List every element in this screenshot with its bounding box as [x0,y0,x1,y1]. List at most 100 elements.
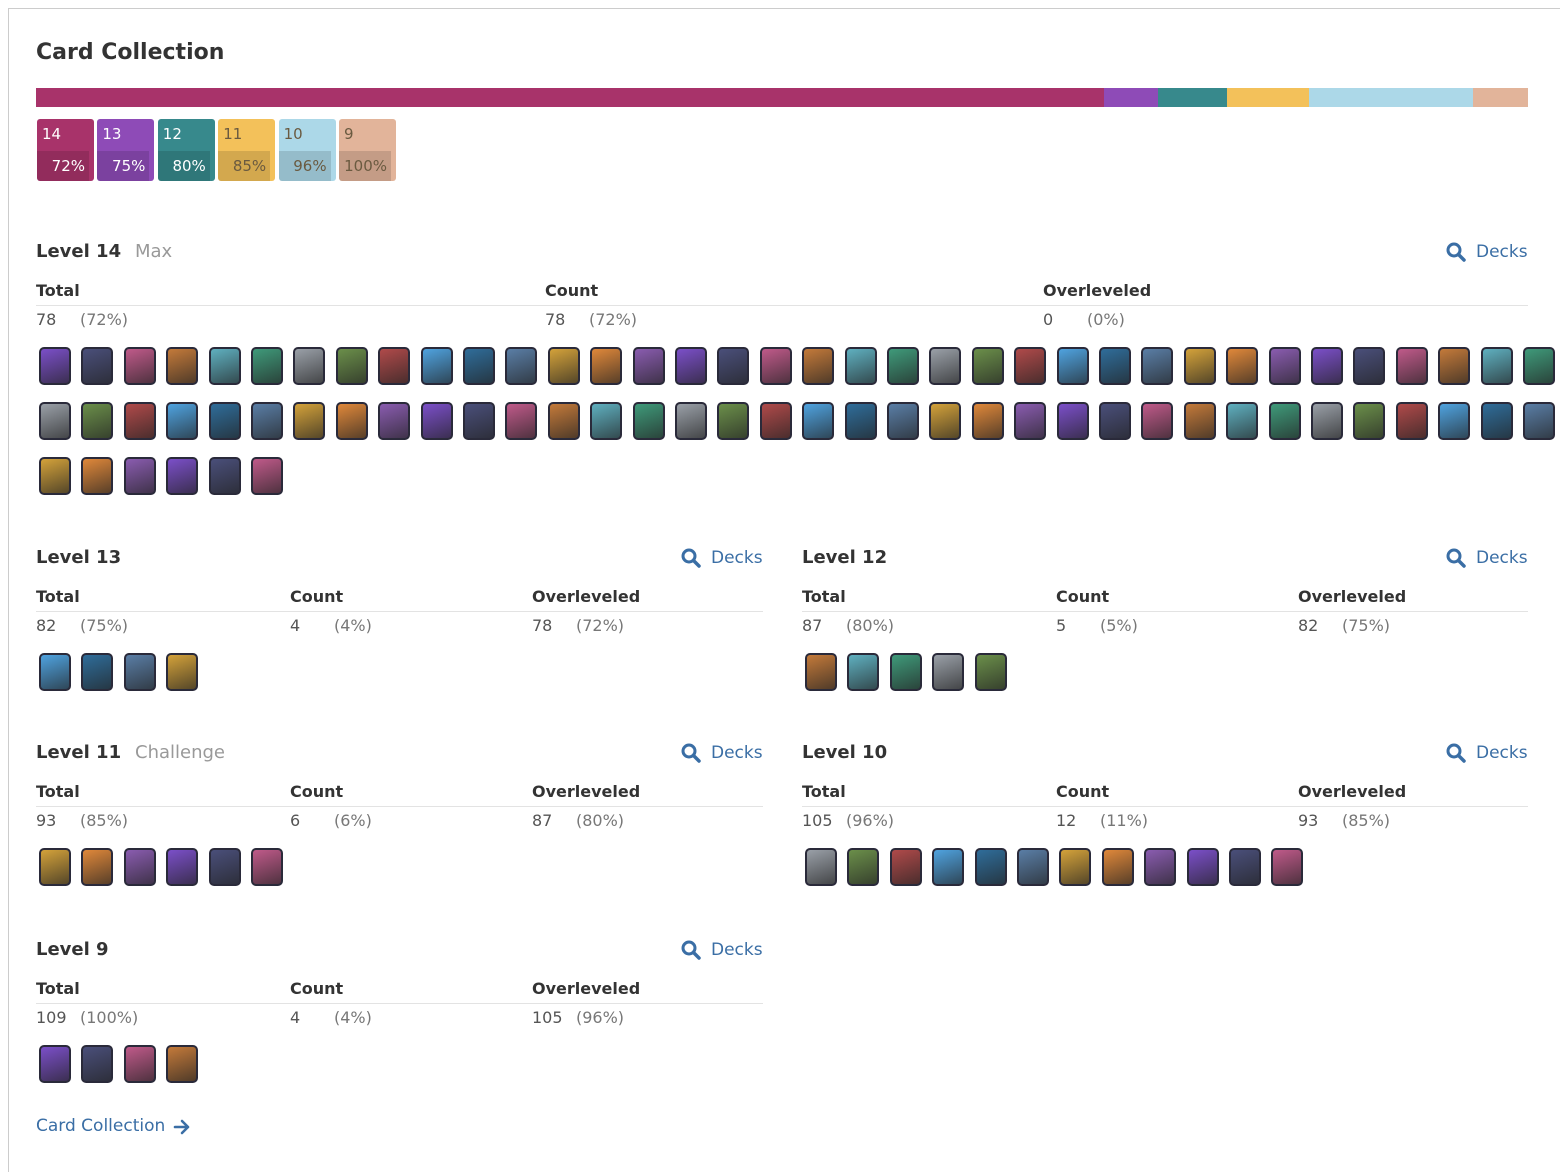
card-icon [717,402,750,440]
card-icon [1059,848,1092,886]
card-icon [675,347,707,385]
card-icon [81,653,114,691]
card-icon [974,848,1007,886]
card-icon [1141,347,1174,385]
card-icon [675,402,707,440]
column-header: Count [290,587,344,606]
search-icon[interactable] [681,548,701,568]
stat-percent: (85%) [1342,811,1391,830]
card-icon [208,848,241,886]
card-icon [123,457,156,495]
section-title: Level 13 [36,547,122,568]
card-grid [36,1045,763,1083]
stat-value: 6 [290,811,301,830]
stat-value: 105 [532,1008,563,1027]
card-icon [632,402,665,440]
card-icon [505,402,538,440]
card-icon [1480,402,1513,440]
search-icon[interactable] [1446,548,1466,568]
decks-link[interactable]: Decks [1476,548,1528,568]
footer-link[interactable]: Card Collection [36,1116,166,1136]
column-header: Overleveled [1043,281,1152,300]
card-icon [889,653,922,691]
card-icon [208,347,241,385]
decks-link[interactable]: Decks [711,743,763,763]
card-icon [1226,402,1259,440]
card-icon [208,457,241,495]
card-icon [932,653,965,691]
card-icon [39,653,71,691]
header-rule [802,806,1528,807]
decks-link[interactable]: Decks [711,548,763,568]
card-grid [36,653,763,691]
search-icon[interactable] [1446,743,1466,763]
decks-link[interactable]: Decks [711,940,763,960]
card-icon [1523,402,1555,440]
card-icon [166,653,199,691]
header-rule [802,611,1528,612]
section-title: Level 12 [802,547,888,568]
card-icon [39,848,71,886]
card-icon [123,347,156,385]
stat-value: 82 [1298,616,1319,635]
stat-percent: (72%) [589,310,638,329]
stat-value: 93 [1298,811,1319,830]
stat-value: 4 [290,616,301,635]
column-header: Total [802,782,846,801]
card-icon [251,457,283,495]
card-icon [1395,402,1428,440]
card-icon [166,457,199,495]
card-icon [81,848,114,886]
card-grid [802,848,1528,886]
card-icon [378,347,411,385]
column-header: Total [36,979,80,998]
column-header: Total [36,281,80,300]
level-bar-segment [36,88,1104,107]
card-icon [81,1045,114,1083]
card-icon [251,402,283,440]
card-icon [1183,347,1216,385]
section-tag: Challenge [135,742,225,763]
header-rule [36,1003,763,1004]
legend-chip: 14 72% [37,119,94,181]
section-title: Level 9 [36,939,109,960]
card-icon [251,848,283,886]
card-icon [889,848,922,886]
chip-percent: 100% [339,151,391,181]
card-icon [1014,402,1047,440]
column-header: Overleveled [532,587,641,606]
decks-link[interactable]: Decks [1476,743,1528,763]
card-icon [123,402,156,440]
panel-border [8,8,1560,1172]
column-header: Overleveled [532,782,641,801]
level-bar-segment [1226,88,1309,107]
stat-percent: (4%) [334,1008,372,1027]
card-icon [1141,402,1174,440]
header-rule [36,806,763,807]
search-icon[interactable] [681,743,701,763]
legend-chip: 12 80% [157,119,215,181]
search-icon[interactable] [681,940,701,960]
card-icon [1353,402,1386,440]
stat-value: 87 [802,616,823,635]
column-header: Total [36,587,80,606]
decks-link[interactable]: Decks [1476,242,1528,262]
search-icon[interactable] [1446,242,1466,262]
column-header: Count [290,782,344,801]
chip-percent: 72% [37,151,89,181]
column-header: Count [290,979,344,998]
column-header: Total [802,587,846,606]
card-icon [590,402,623,440]
card-icon [123,1045,156,1083]
card-icon [887,402,919,440]
card-icon [971,402,1004,440]
column-header: Count [1056,587,1110,606]
card-icon [166,848,199,886]
card-icon [1438,347,1471,385]
card-icon [1353,347,1386,385]
card-icon [590,347,623,385]
column-header: Overleveled [532,979,641,998]
stat-percent: (0%) [1087,310,1125,329]
arrow-icon[interactable] [173,1118,191,1136]
card-icon [81,457,114,495]
